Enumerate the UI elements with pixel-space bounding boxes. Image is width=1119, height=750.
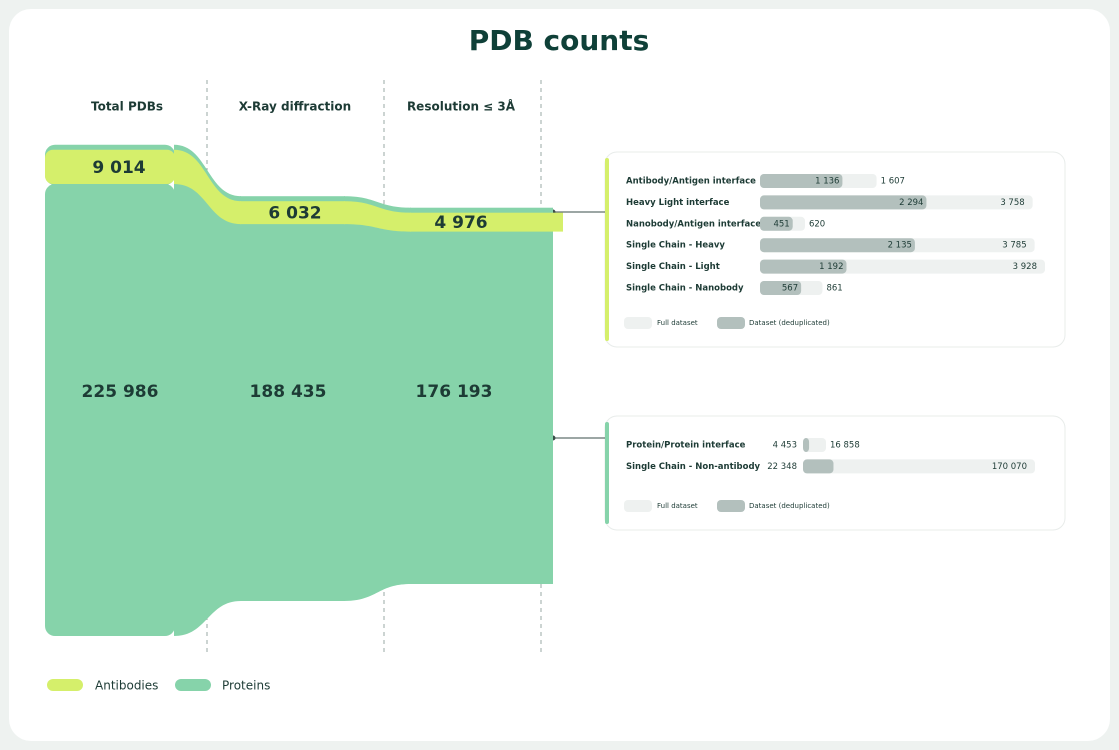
legend-label: Dataset (deduplicated) [749, 319, 830, 327]
protein-block [410, 231, 553, 584]
legend-swatch [624, 317, 652, 329]
protein-block [45, 184, 175, 636]
row-label: Single Chain - Light [626, 262, 720, 272]
row-label: Single Chain - Heavy [626, 241, 725, 251]
antibody-block [410, 212, 563, 232]
row-label: Antibody/Antigen interface [626, 177, 756, 187]
legend-label: Full dataset [657, 319, 698, 327]
legend-label: Full dataset [657, 502, 698, 510]
dedup-label: 567 [782, 284, 798, 294]
full-label: 861 [826, 284, 842, 294]
dedup-bar [760, 216, 793, 231]
dedup-label: 22 348 [767, 462, 797, 472]
antibody-block [240, 201, 345, 225]
row-label: Heavy Light interface [626, 198, 730, 208]
full-bar [803, 459, 1035, 474]
dedup-label: 2 294 [899, 198, 923, 208]
protein-link [174, 184, 241, 636]
full-label: 3 928 [1013, 262, 1037, 272]
antibody-label: 6 032 [268, 204, 321, 224]
protein-label: 176 193 [416, 382, 493, 402]
dedup-bar [760, 259, 847, 274]
dedup-bar [760, 195, 927, 210]
row-label: Protein/Protein interface [626, 441, 746, 451]
row-label: Single Chain - Non-antibody [626, 462, 761, 472]
full-label: 1 607 [881, 177, 905, 187]
full-label: 3 758 [1000, 198, 1024, 208]
dedup-bar [760, 238, 915, 253]
antibody-link [344, 201, 411, 232]
full-label: 16 858 [830, 441, 860, 451]
dedup-bar [803, 459, 834, 474]
antibody-block [45, 149, 175, 185]
dedup-bar [760, 174, 843, 188]
legend-label: Proteins [222, 679, 270, 693]
dedup-label: 1 192 [819, 262, 843, 272]
legend-swatch [717, 500, 745, 512]
legend-swatch [175, 679, 211, 691]
full-label: 3 785 [1002, 241, 1026, 251]
stage-header: Total PDBs [91, 100, 163, 114]
dedup-bar [760, 281, 802, 295]
row-label: Single Chain - Nanobody [626, 284, 744, 294]
dedup-label: 2 135 [888, 241, 912, 251]
legend-swatch [47, 679, 83, 691]
panel-accent [605, 158, 609, 341]
stage-header: Resolution ≤ 3Å [407, 99, 516, 114]
legend-label: Dataset (deduplicated) [749, 502, 830, 510]
legend-label: Antibodies [95, 679, 158, 693]
dedup-label: 1 136 [815, 177, 839, 187]
full-label: 170 070 [992, 462, 1027, 472]
dedup-bar [803, 438, 810, 452]
dedup-label: 4 453 [773, 441, 797, 451]
protein-label: 188 435 [250, 382, 327, 402]
panel-accent [605, 422, 609, 524]
legend-swatch [624, 500, 652, 512]
antibody-link [174, 149, 241, 225]
protein-label: 225 986 [82, 382, 159, 402]
antibody-label: 4 976 [434, 213, 487, 233]
legend-swatch [717, 317, 745, 329]
chart-title: PDB counts [469, 24, 650, 57]
dedup-label: 451 [773, 219, 789, 229]
protein-block [240, 224, 345, 601]
stage-header: X-Ray diffraction [239, 100, 351, 114]
protein-link [344, 224, 411, 601]
full-label: 620 [809, 219, 825, 229]
antibody-label: 9 014 [92, 158, 145, 178]
row-label: Nanobody/Antigen interface [626, 219, 761, 229]
